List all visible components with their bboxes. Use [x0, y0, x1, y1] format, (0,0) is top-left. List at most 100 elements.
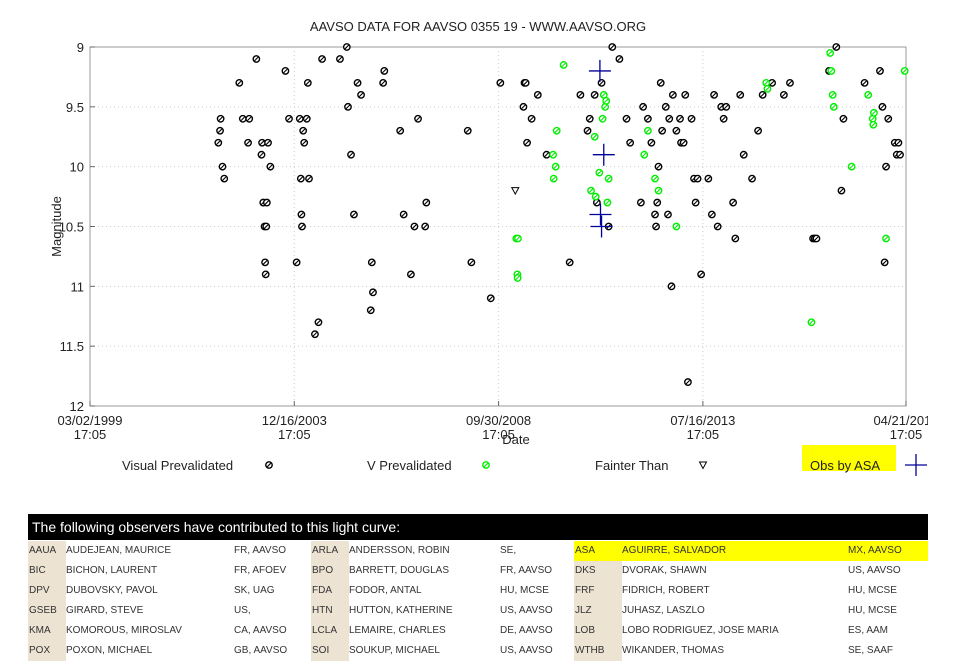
visual-prevalidated-point [311, 330, 319, 339]
visual-prevalidated-point [244, 138, 252, 147]
visual-prevalidated-point [264, 138, 272, 147]
visual-prevalidated-point [336, 55, 344, 63]
observer-code: WTHB [574, 641, 622, 661]
visual-prevalidated-point [347, 150, 355, 159]
visual-prevalidated-point-tick [498, 80, 503, 86]
visual-prevalidated-point-tick [677, 116, 683, 121]
v-prevalidated-point [603, 198, 612, 207]
visual-prevalidated-point [882, 162, 890, 171]
v-prevalidated-point [590, 132, 599, 141]
visual-prevalidated-point [860, 79, 869, 87]
visual-prevalidated-point [654, 162, 663, 171]
legend-marker-v-prevalidated [482, 461, 490, 469]
visual-prevalidated-point [295, 114, 304, 123]
visual-prevalidated-point-tick [305, 80, 311, 86]
v-prevalidated-point-tick [829, 68, 834, 74]
observer-name: HUTTON, KATHERINE [349, 605, 453, 616]
observer-aff: GB, AAVSO [234, 645, 288, 656]
visual-prevalidated-point [658, 126, 667, 135]
visual-prevalidated-point-tick [299, 212, 304, 217]
visual-prevalidated-point-tick [358, 92, 364, 98]
visual-prevalidated-point-tick [730, 200, 736, 205]
visual-prevalidated-point [463, 126, 472, 135]
visual-prevalidated-point [626, 138, 635, 147]
v-prevalidated-point-tick [871, 122, 876, 127]
visual-prevalidated-point [729, 198, 738, 207]
v-prevalidated-point [587, 186, 595, 195]
visual-prevalidated-point [697, 270, 706, 279]
v-prevalidated-point-tick [902, 68, 907, 74]
observer-code: BPO [311, 561, 349, 581]
y-tick-label: 11.5 [60, 339, 84, 354]
visual-prevalidated-point [884, 114, 893, 123]
visual-prevalidated-point-tick [862, 80, 867, 86]
visual-prevalidated-point-tick [264, 224, 269, 229]
visual-prevalidated-point-tick [382, 68, 387, 74]
visual-prevalidated-point [285, 114, 293, 123]
v-prevalidated-point-tick [865, 92, 871, 98]
visual-prevalidated-point-tick [721, 116, 726, 121]
visual-prevalidated-point-tick [216, 140, 221, 145]
visual-prevalidated-point [896, 150, 904, 159]
visual-prevalidated-point-tick [724, 104, 729, 110]
visual-prevalidated-point-tick [877, 68, 883, 74]
observer-aff: ES, AAM [848, 625, 889, 636]
visual-prevalidated-point [396, 126, 405, 135]
v-prevalidated-point [763, 84, 772, 93]
visual-prevalidated-point-tick [656, 164, 661, 169]
visual-prevalidated-point-tick [544, 152, 549, 157]
visual-prevalidated-point-tick [401, 212, 406, 217]
observer-code: BIC [28, 561, 66, 581]
visual-prevalidated-point [585, 114, 594, 123]
v-prevalidated-point [552, 126, 561, 135]
visual-prevalidated-point-tick [469, 260, 474, 265]
visual-prevalidated-point-tick [693, 200, 698, 205]
v-prevalidated-point-tick [827, 50, 833, 56]
visual-prevalidated-point-tick [535, 92, 540, 98]
v-prevalidated-point-tick [605, 200, 610, 205]
visual-prevalidated-point-tick [245, 140, 251, 145]
visual-prevalidated-point-tick [247, 116, 252, 121]
visual-prevalidated-point-tick [337, 56, 343, 62]
v-prevalidated-point-tick [551, 176, 556, 181]
v-prevalidated-point-tick [550, 152, 556, 157]
visual-prevalidated-point-tick [681, 140, 686, 145]
visual-prevalidated-point-tick [263, 272, 268, 277]
observer-code: JLZ [574, 601, 622, 621]
visual-prevalidated-point [422, 198, 431, 207]
visual-prevalidated-point [380, 67, 389, 75]
visual-prevalidated-point-tick [240, 116, 245, 121]
v-prevalidated-point-tick [593, 194, 598, 199]
visual-prevalidated-point-tick [749, 176, 755, 181]
visual-prevalidated-point-tick [345, 104, 351, 110]
observer-name: AGUIRRE, SALVADOR [622, 541, 802, 561]
visual-prevalidated-point [238, 114, 247, 123]
visual-prevalidated-point [357, 90, 365, 99]
visual-prevalidated-point [667, 282, 676, 291]
visual-prevalidated-point-tick [312, 332, 318, 337]
observer-aff: US, [234, 605, 251, 616]
visual-prevalidated-point [519, 102, 528, 111]
visual-prevalidated-point [305, 174, 313, 183]
v-prevalidated-point [549, 150, 558, 159]
visual-prevalidated-point [300, 138, 309, 147]
visual-prevalidated-point [837, 186, 846, 195]
v-prevalidated-point-tick [604, 98, 609, 104]
visual-prevalidated-point-tick [222, 176, 227, 181]
visual-prevalidated-point [407, 270, 415, 279]
visual-prevalidated-point-tick [217, 128, 223, 133]
observer-row: BIC BICHON, LAURENT FR, AFOEV BPO BARRETT, D… [28, 561, 928, 581]
v-prevalidated-point-tick [831, 104, 836, 110]
visual-prevalidated-point [421, 222, 430, 231]
visual-prevalidated-point-tick [422, 224, 428, 229]
observer-name: ANDERSSON, ROBIN [349, 545, 450, 556]
visual-prevalidated-point-tick [237, 80, 242, 86]
visual-prevalidated-point-tick [348, 152, 354, 157]
visual-prevalidated-point [399, 210, 408, 219]
x-tick-label: 17:05 [890, 427, 923, 442]
v-prevalidated-point-tick [764, 80, 769, 86]
observer-aff: DE, AAVSO [500, 625, 553, 636]
visual-prevalidated-point [704, 174, 713, 183]
observer-code: LOB [574, 621, 622, 641]
visual-prevalidated-point [257, 150, 266, 159]
